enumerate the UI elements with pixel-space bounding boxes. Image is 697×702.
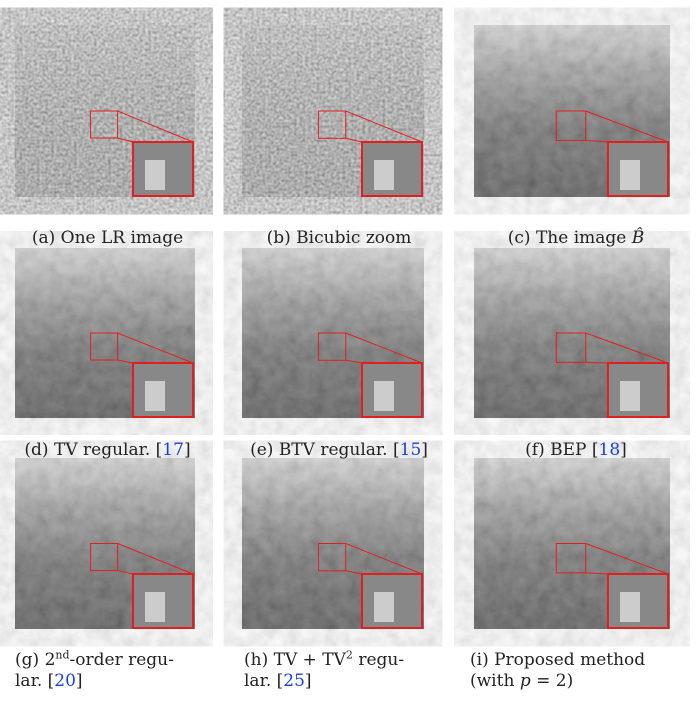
citation[interactable]: 25: [283, 671, 305, 691]
inset-detail: [145, 592, 165, 622]
citation[interactable]: 15: [400, 440, 422, 460]
inset-detail: [620, 381, 640, 411]
caption-text: p: [520, 671, 531, 691]
zoom-connector: [586, 362, 608, 363]
inset-detail: [620, 160, 640, 190]
inset-detail: [374, 381, 394, 411]
caption: (h) TV + TV2 regu-lar. [25]: [244, 650, 434, 692]
caption-text: = 2): [531, 671, 574, 691]
caption-text: regu-: [353, 650, 404, 670]
citation[interactable]: 20: [54, 671, 76, 691]
caption-text: ]: [620, 440, 627, 460]
inset-detail: [145, 160, 165, 190]
caption-text: Bicubic zoom: [296, 228, 411, 248]
caption: (f) BEP [18]: [470, 440, 682, 461]
caption-text: 2: [346, 648, 353, 661]
inset-detail: [374, 160, 394, 190]
caption-label: (d): [24, 440, 48, 460]
caption: (b) Bicubic zoom: [244, 228, 434, 249]
caption-text: nd: [55, 648, 69, 661]
caption: (d) TV regular. [17]: [15, 440, 200, 461]
caption-text: ]: [184, 440, 191, 460]
caption-label: (e): [250, 440, 273, 460]
caption: (i) Proposed method(with p = 2): [470, 650, 682, 692]
caption: (e) BTV regular. [15]: [244, 440, 434, 461]
caption-label: (i): [470, 650, 489, 670]
citation[interactable]: 18: [599, 440, 621, 460]
caption-label: (b): [267, 228, 291, 248]
caption-text: (with: [470, 671, 520, 691]
caption-text: lar. [: [15, 671, 54, 691]
caption: (a) One LR image: [15, 228, 200, 249]
caption-text: TV + TV: [274, 650, 346, 670]
caption-text: ]: [305, 671, 312, 691]
inset-detail: [374, 592, 394, 622]
caption: (c) The image B̂: [470, 228, 682, 249]
caption-label: (h): [244, 650, 268, 670]
caption-label: (g): [15, 650, 39, 670]
caption-text: Proposed method: [494, 650, 645, 670]
caption-text: One LR image: [61, 228, 183, 248]
citation[interactable]: 17: [162, 440, 184, 460]
caption-text: The image: [536, 228, 632, 248]
caption-text: BEP [: [550, 440, 598, 460]
figure: (a) One LR image (b) Bicubic zoom (c) The …: [0, 0, 697, 702]
inset-detail: [145, 381, 165, 411]
caption-text: ]: [421, 440, 428, 460]
inset-detail: [620, 592, 640, 622]
caption-text: lar. [: [244, 671, 283, 691]
caption-label: (a): [32, 228, 55, 248]
caption-text: 2: [45, 650, 56, 670]
caption-text: ]: [76, 671, 83, 691]
caption-label: (f): [525, 440, 545, 460]
caption-text: BTV regular. [: [279, 440, 400, 460]
image-grid: [0, 0, 697, 702]
caption-text: -order regu-: [70, 650, 174, 670]
caption-label: (c): [508, 228, 531, 248]
caption-text: TV regular. [: [54, 440, 162, 460]
caption: (g) 2nd-order regu-lar. [20]: [15, 650, 200, 692]
caption-text: B̂: [632, 228, 645, 248]
